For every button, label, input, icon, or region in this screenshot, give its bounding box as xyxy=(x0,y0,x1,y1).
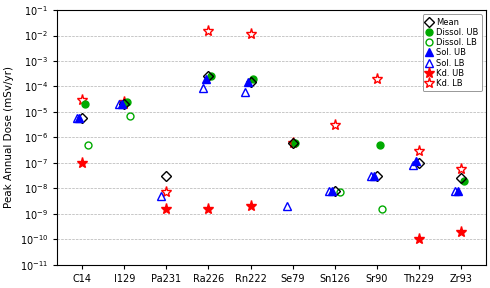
Y-axis label: Peak Annual Dose (mSv/yr): Peak Annual Dose (mSv/yr) xyxy=(4,67,14,209)
Legend: Mean, Dissol. UB, Dissol. LB, Sol. UB, Sol. LB, Kd. UB, Kd. LB: Mean, Dissol. UB, Dissol. LB, Sol. UB, S… xyxy=(422,14,482,91)
